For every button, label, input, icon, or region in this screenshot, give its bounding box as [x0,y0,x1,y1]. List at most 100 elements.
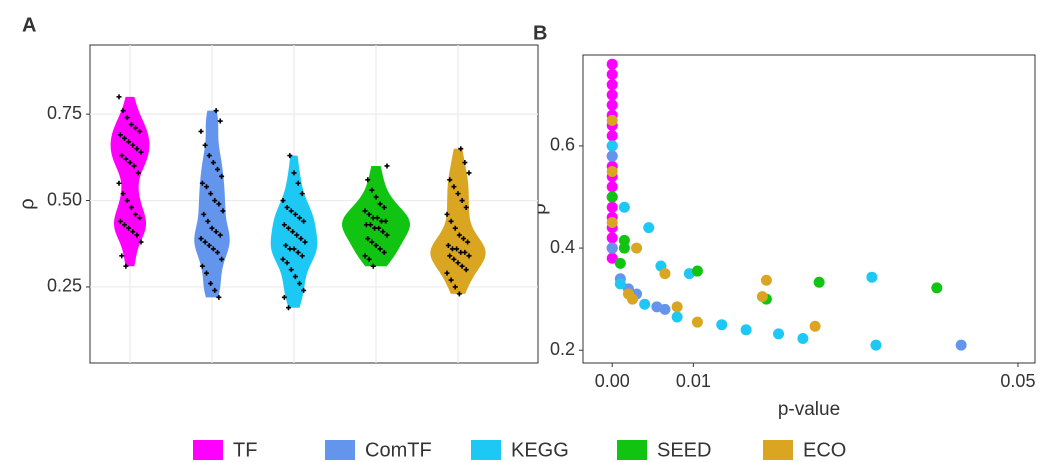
point [756,291,768,303]
jitter-point [461,236,466,242]
legend-label: TF [233,439,257,461]
legend-swatch [617,440,647,460]
jitter-point [199,180,205,186]
point [866,271,878,283]
jitter-point [288,267,294,273]
jitter-point [215,166,220,172]
point [643,222,655,234]
jitter-point [134,232,140,238]
jitter-point [380,229,386,235]
jitter-point [288,208,294,214]
plot-panel [582,54,1036,364]
jitter-point [124,115,130,121]
jitter-point [204,184,209,190]
point [671,311,683,323]
point [797,332,809,344]
jitter-point [281,222,287,228]
jitter-point [119,153,125,159]
jitter-point [206,242,212,248]
point [606,114,618,126]
jitter-point [451,256,457,262]
jitter-point [292,211,298,217]
jitter-point [280,198,286,204]
point [606,68,618,80]
y-axis-title: ρ [528,203,550,214]
jitter-point [448,218,454,224]
point [639,298,651,310]
jitter-point [117,132,123,138]
jitter-point [452,284,458,290]
legend-label: SEED [657,439,711,461]
jitter-point [373,194,379,200]
jitter-point [206,153,212,159]
jitter-point [366,256,372,262]
x-tick-label: 0.01 [676,371,711,391]
jitter-point [122,135,127,141]
jitter-point [365,177,371,183]
point [659,268,671,280]
point [740,324,752,336]
jitter-point [466,253,472,259]
jitter-point [383,218,389,224]
jitter-point [462,160,468,166]
jitter-point [138,149,144,155]
jitter-point [373,242,379,248]
point [606,252,618,264]
jitter-point [130,229,136,235]
jitter-point [298,236,304,242]
jitter-point [210,160,216,166]
violin [110,96,150,267]
point [606,89,618,101]
jitter-point [126,225,132,231]
y-tick-label: 0.4 [550,237,575,257]
jitter-point [365,236,371,242]
jitter-point [215,249,220,255]
jitter-point [208,281,214,286]
jitter-point [466,170,472,176]
jitter-point [447,177,453,183]
point [606,242,618,254]
jitter-point [295,249,301,255]
point [606,140,618,152]
jitter-point [291,246,297,252]
jitter-point [123,156,129,162]
jitter-point [463,204,469,210]
jitter-point [135,170,141,176]
jitter-point [137,128,143,134]
jitter-point [286,225,291,231]
jitter-point [302,239,308,245]
jitter-point [369,187,375,193]
jitter-point [198,236,204,242]
jitter-point [116,180,122,186]
legend-swatch [471,440,501,460]
point [651,301,663,313]
jitter-point [134,146,140,152]
jitter-point [384,163,390,169]
x-tick-label: 0.00 [595,371,630,391]
jitter-point [122,222,127,228]
jitter-point [202,239,208,245]
point [606,181,618,193]
point [760,274,772,286]
jitter-point [368,222,373,228]
point [618,242,630,254]
panel-label: A [22,14,36,36]
jitter-point [295,180,301,186]
point [955,339,967,351]
point [931,282,943,294]
jitter-point [362,253,368,259]
jitter-point [454,246,460,252]
point [809,320,821,332]
point [691,265,703,277]
jitter-point [294,232,300,238]
jitter-point [448,277,454,283]
jitter-point [126,139,132,145]
jitter-point [456,232,462,238]
y-tick-label: 0.75 [47,103,82,123]
jitter-point [463,267,469,273]
y-tick-label: 0.25 [47,276,82,296]
jitter-point [199,263,205,269]
jitter-point [369,239,375,245]
legend-swatch [325,440,355,460]
panel-label: B [533,22,547,44]
